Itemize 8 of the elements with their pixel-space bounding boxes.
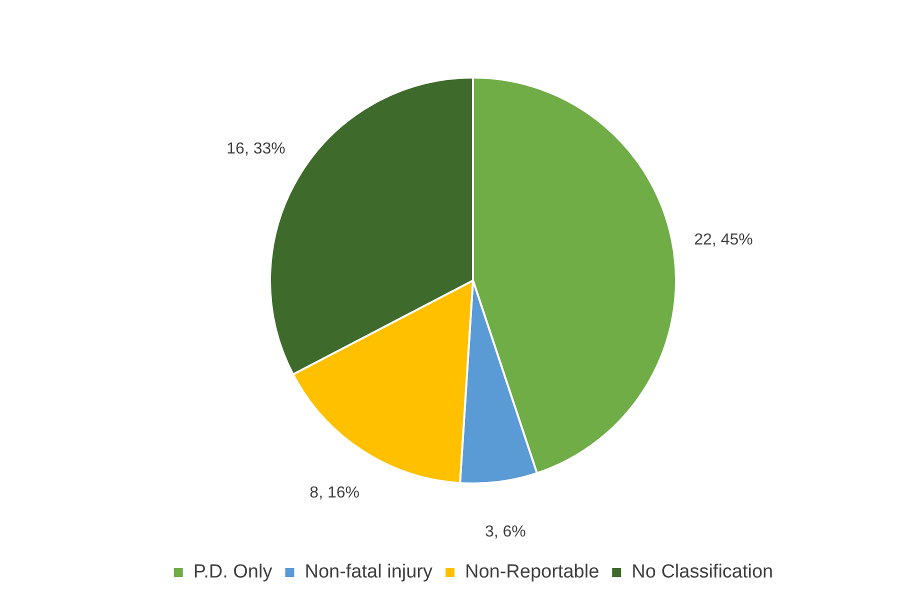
legend-label: Non-Reportable	[465, 562, 600, 583]
data-label: 3, 6%	[484, 524, 526, 541]
legend-label: P.D. Only	[193, 562, 273, 583]
data-label: 16, 33%	[226, 140, 286, 158]
data-label: 8, 16%	[310, 484, 360, 502]
data-label: 22, 45%	[694, 231, 753, 248]
legend-label: No Classification	[632, 562, 774, 583]
legend-label: Non-fatal injury	[304, 562, 433, 583]
